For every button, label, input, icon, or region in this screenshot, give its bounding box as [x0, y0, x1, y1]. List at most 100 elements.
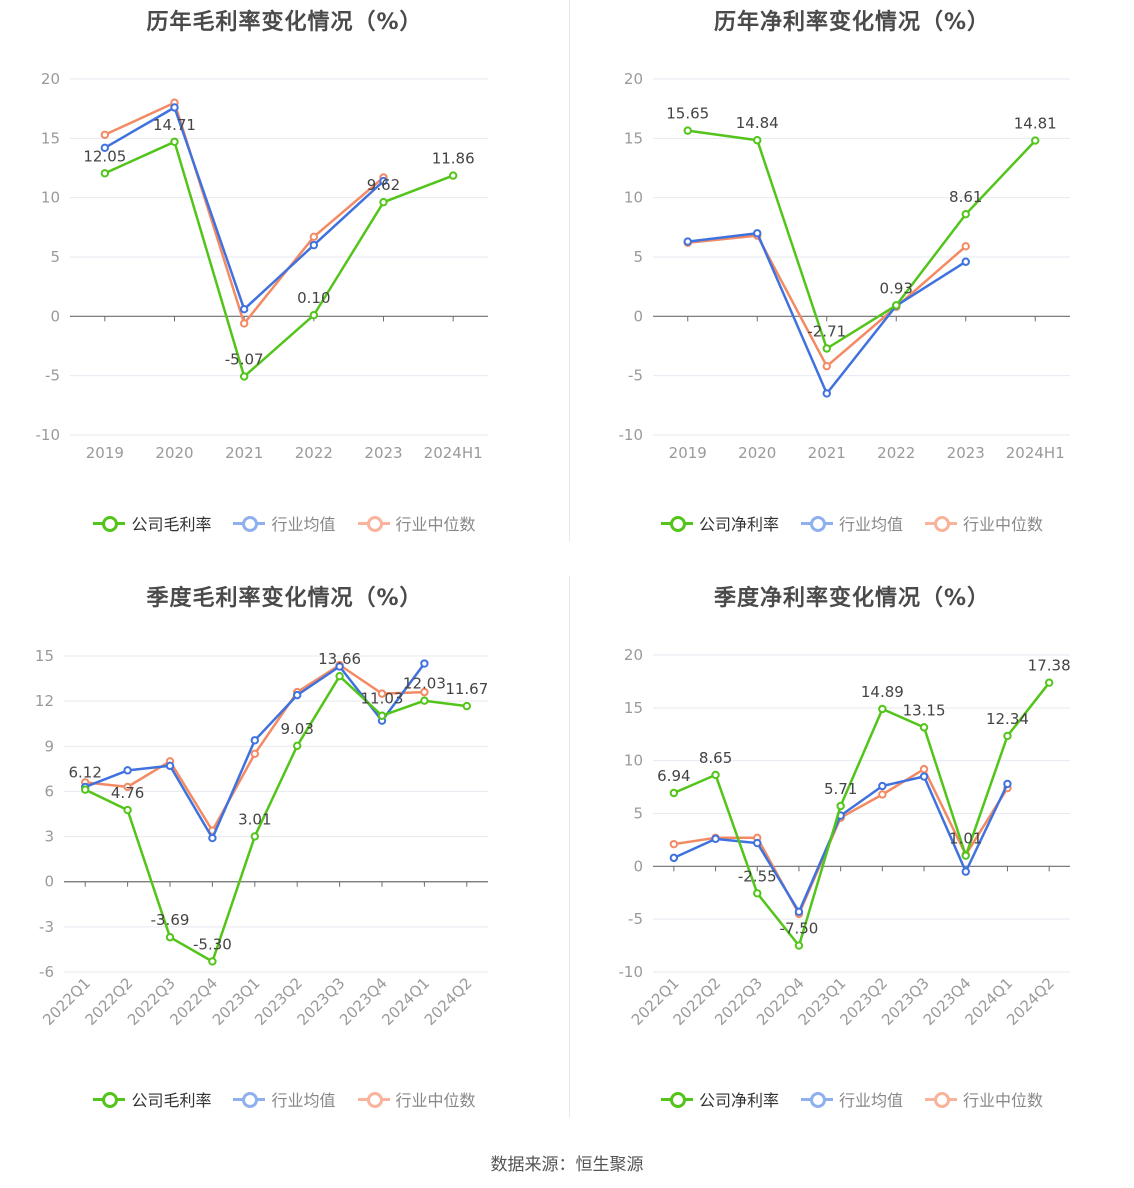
annual-gross-chart: -10 -5 0 5 10 15 20 2019 2020 2021 2022 2023 2024H1 1…: [36, 70, 488, 462]
data-label: 8.61: [949, 188, 982, 206]
y-tick-label: -3: [39, 918, 54, 936]
legend-item-avg[interactable]: 行业均值: [800, 1087, 903, 1111]
data-point-avg: [208, 833, 217, 843]
data-point-company: [448, 171, 458, 180]
data-point-company: [165, 933, 175, 942]
quarterly-net-panel: 季度净利率变化情况（%） -10 -5 0 5 10 15 20 2022Q1 2022Q2 20…: [570, 576, 1134, 1136]
legend-swatch-blue-icon: [800, 1092, 833, 1108]
legend-item-median[interactable]: 行业中位数: [925, 511, 1043, 535]
data-point-company: [794, 941, 804, 950]
data-point-company: [961, 851, 970, 860]
legend-item-company[interactable]: 公司毛利率: [93, 511, 211, 535]
data-label: 11.86: [432, 150, 475, 168]
data-label: -5.30: [193, 935, 232, 953]
data-point-median: [822, 361, 831, 371]
series-line-median: [104, 101, 385, 325]
data-point-company: [123, 805, 132, 815]
data-point-avg: [683, 237, 692, 246]
data-label: 11.03: [361, 690, 404, 708]
y-tick-label: -10: [36, 426, 61, 444]
legend-item-median[interactable]: 行业中位数: [925, 1087, 1043, 1111]
legend-item-avg[interactable]: 行业均值: [233, 511, 336, 535]
legend-item-median[interactable]: 行业中位数: [357, 511, 476, 535]
data-point-median: [377, 689, 387, 698]
data-point-company: [309, 310, 319, 320]
data-label: -5.07: [225, 350, 264, 368]
data-point-company: [919, 723, 929, 732]
x-tick-label: 2024Q2: [421, 974, 476, 1029]
data-point-avg: [239, 305, 249, 314]
legend-label: 行业均值: [838, 515, 903, 534]
data-point-company: [100, 169, 110, 178]
legend-swatch-blue-icon: [233, 516, 266, 532]
data-point-avg: [669, 853, 679, 863]
legend-label: 行业中位数: [963, 515, 1044, 534]
series-line-avg: [104, 106, 385, 311]
data-label: 6.12: [68, 764, 101, 782]
legend-swatch-green-icon: [660, 516, 693, 532]
data-label: 6.94: [657, 767, 690, 785]
data-point-median: [961, 242, 970, 251]
legend-swatch-blue-icon: [233, 1092, 266, 1108]
chart-title: 历年毛利率变化情况（%）: [146, 10, 423, 35]
data-label: 0.10: [297, 289, 330, 307]
data-point-company: [239, 372, 249, 381]
y-tick-label: 20: [624, 646, 643, 664]
legend-item-avg[interactable]: 行业均值: [233, 1087, 336, 1111]
data-point-company: [335, 671, 344, 681]
annual-net-chart: -10 -5 0 5 10 15 20 2019 2020 2021 2022 2023 2024H1 1…: [619, 70, 1070, 462]
data-point-avg: [961, 257, 970, 266]
annual-net-panel: 历年净利率变化情况（%） -10 -5 0 5 10 15 20 2019 2020 2021 20…: [570, 0, 1134, 560]
data-point-company: [81, 785, 90, 794]
y-tick-label: 10: [41, 189, 60, 207]
data-label: 14.81: [1014, 115, 1057, 133]
data-point-company: [379, 197, 388, 207]
y-tick-label: 10: [624, 189, 643, 207]
y-tick-label: 9: [44, 737, 54, 755]
data-label: 1.01: [949, 830, 982, 848]
data-point-median: [919, 764, 929, 774]
data-label: 12.03: [403, 675, 446, 693]
data-point-avg: [794, 907, 804, 916]
data-point-company: [961, 209, 970, 219]
data-point-avg: [961, 867, 970, 876]
data-label: 9.62: [367, 176, 400, 194]
data-point-avg: [170, 103, 179, 112]
legend-swatch-green-icon: [93, 516, 126, 532]
series-line-company: [84, 674, 467, 963]
data-point-avg: [1003, 779, 1012, 789]
y-tick-label: 15: [624, 699, 643, 717]
y-tick-label: 20: [41, 70, 60, 88]
y-tick-label: 0: [50, 307, 60, 325]
legend-swatch-blue-icon: [800, 516, 833, 532]
data-point-company: [836, 801, 845, 811]
legend-item-company[interactable]: 公司毛利率: [93, 1087, 211, 1111]
x-tick-label: 2019: [86, 444, 124, 462]
legend-item-company[interactable]: 公司净利率: [660, 511, 779, 535]
data-point-avg: [309, 240, 319, 250]
data-label: 14.71: [153, 116, 196, 134]
legend-item-median[interactable]: 行业中位数: [357, 1087, 476, 1111]
y-tick-label: 0: [633, 307, 643, 325]
data-point-median: [123, 782, 132, 792]
x-tick-label: 2020: [155, 444, 193, 462]
legend: 公司净利率 行业均值 行业中位数: [570, 1087, 1134, 1111]
legend-item-company[interactable]: 公司净利率: [660, 1087, 779, 1111]
data-label: 17.38: [1028, 657, 1071, 675]
data-point-company: [250, 832, 260, 841]
x-tick-label: 2024H1: [1006, 444, 1065, 462]
data-point-median: [878, 790, 887, 799]
data-point-avg: [100, 143, 110, 153]
y-tick-label: -10: [619, 963, 644, 981]
data-point-company: [1003, 731, 1012, 741]
data-point-median: [250, 749, 260, 759]
x-tick-label: 2022: [877, 444, 915, 462]
data-label: -2.71: [807, 322, 846, 340]
data-point-company: [669, 788, 679, 798]
y-tick-label: 5: [50, 248, 60, 266]
legend-item-avg[interactable]: 行业均值: [800, 511, 903, 535]
y-tick-label: 5: [633, 805, 643, 823]
data-point-company: [462, 701, 471, 711]
y-tick-label: 0: [633, 857, 643, 875]
data-label: -2.55: [738, 867, 777, 885]
